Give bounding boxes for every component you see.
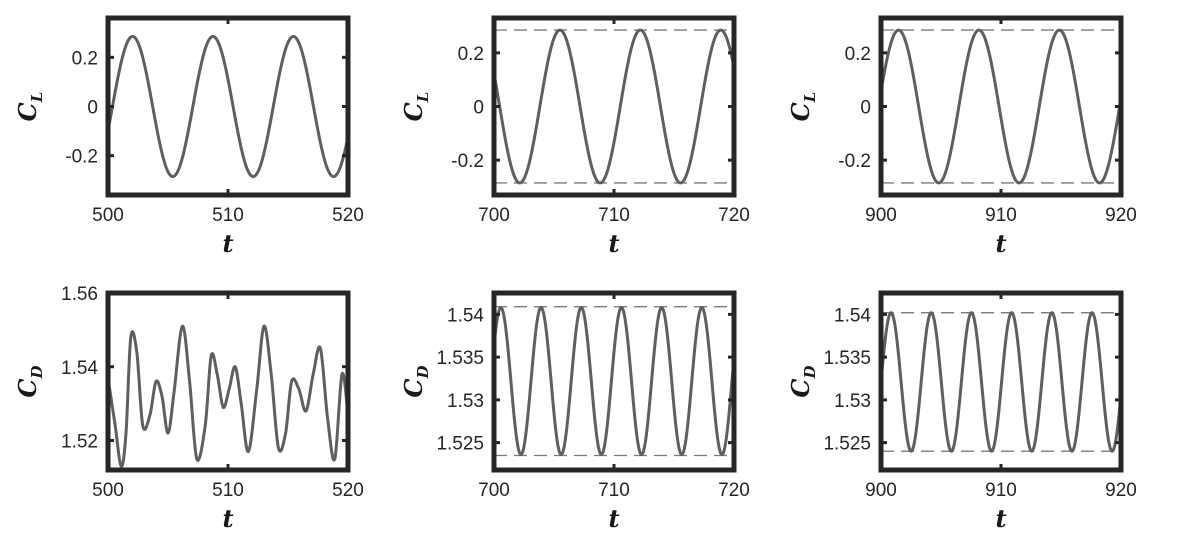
data-line [881,28,1121,185]
y-axis-label-main: C [786,378,815,397]
x-axis-label: t [222,229,233,258]
y-axis-label: CL [13,92,46,122]
data-line [494,28,734,185]
y-axis-label-main: C [399,378,428,397]
y-axis-label: CD [399,365,432,397]
x-tick-label: 520 [332,480,364,501]
panel-5: 700 710 720 1.54 1.535 1.53 1.525 t CD [399,290,750,533]
y-tick-label: 0.2 [72,48,98,69]
y-tick-label: -0.2 [65,147,98,168]
plot-frame [491,15,737,198]
y-axis-label: CL [786,92,819,122]
data-line [881,311,1121,453]
y-tick-label: 1.525 [436,434,484,455]
y-tick-label: 1.535 [436,348,484,369]
y-axis-label-subscript: L [801,92,819,104]
x-axis-label: t [222,504,233,533]
y-axis-label-main: C [13,378,42,397]
x-tick-label: 700 [478,480,510,501]
panel-3: 900 910 920 0.2 0 -0.2 t CL [786,15,1137,258]
y-axis-label-subscript: D [801,365,819,379]
x-tick-label: 910 [985,205,1017,226]
y-tick-label: 1.53 [834,391,871,412]
y-axis-label-subscript: D [414,365,432,379]
x-tick-label: 910 [985,480,1017,501]
y-axis-label-main: C [786,102,815,121]
y-tick-label: -0.2 [838,151,871,172]
x-tick-label: 710 [598,205,630,226]
panel-1: 500 510 520 0.2 0 -0.2 t CL [13,15,364,258]
x-tick-label: 720 [718,205,750,226]
x-tick-label: 510 [212,480,244,501]
x-tick-label: 520 [332,205,364,226]
y-tick-label: 0.2 [458,44,484,65]
data-line [108,324,348,468]
y-axis-label: CD [13,365,46,397]
y-tick-label: 1.52 [61,432,98,453]
x-tick-label: 700 [478,205,510,226]
panel-2: 700 710 720 0.2 0 -0.2 t CL [399,15,750,258]
panel-4: 500 510 520 1.56 1.54 1.52 t CD [13,284,364,533]
x-tick-label: 900 [865,480,897,501]
x-tick-label: 500 [92,205,124,226]
y-tick-label: 1.54 [834,305,871,326]
y-tick-label: 1.525 [823,434,871,455]
x-tick-label: 710 [598,480,630,501]
x-axis-label: t [608,504,619,533]
y-tick-label: 1.54 [61,358,98,379]
y-axis-label-main: C [13,102,42,121]
y-axis-label-subscript: L [414,92,432,104]
x-axis-label: t [608,229,619,258]
y-axis-label-subscript: L [28,92,46,104]
y-tick-label: 1.535 [823,348,871,369]
y-tick-label: -0.2 [451,151,484,172]
y-tick-label: 1.56 [61,284,98,305]
x-tick-label: 500 [92,480,124,501]
x-tick-label: 920 [1105,205,1137,226]
x-axis-label: t [995,229,1006,258]
x-tick-label: 720 [718,480,750,501]
y-axis-label: CL [399,92,432,122]
y-axis-label-main: C [399,102,428,121]
y-tick-label: 0.2 [845,44,871,65]
y-axis-label-subscript: D [28,365,46,379]
x-tick-label: 900 [865,205,897,226]
data-line [108,34,348,179]
y-tick-label: 1.53 [447,391,484,412]
y-axis-label: CD [786,365,819,397]
y-tick-label: 0 [473,98,484,119]
plot-frame [878,15,1124,198]
y-tick-label: 1.54 [447,305,484,326]
x-axis-label: t [995,504,1006,533]
y-tick-label: 0 [87,98,98,119]
data-line [494,306,734,457]
panel-6: 900 910 920 1.54 1.535 1.53 1.525 t CD [786,290,1137,533]
x-tick-label: 920 [1105,480,1137,501]
y-tick-label: 0 [860,98,871,119]
x-tick-label: 510 [212,205,244,226]
